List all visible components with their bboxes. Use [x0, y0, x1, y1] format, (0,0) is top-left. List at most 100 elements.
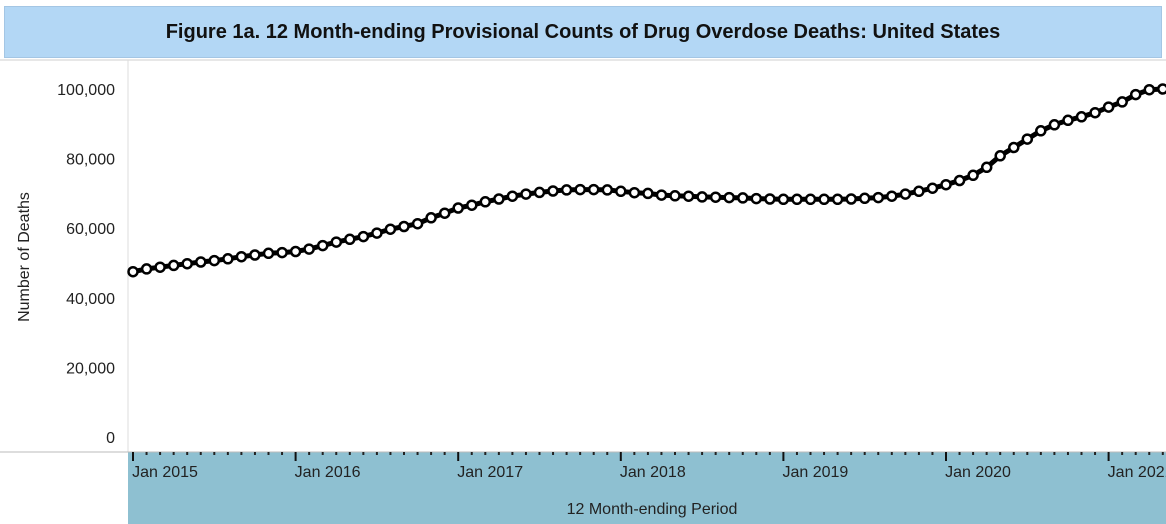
data-point [181, 257, 193, 270]
data-point [953, 174, 966, 187]
chart-background [0, 60, 1166, 452]
data-point [289, 245, 302, 258]
y-tick-label: 20,000 [66, 360, 115, 377]
data-point [276, 246, 288, 259]
y-axis-ticks: 0 20,000 40,000 60,000 80,000 100,000 [57, 82, 115, 447]
data-point [872, 191, 885, 204]
data-point [547, 185, 559, 197]
data-point [425, 212, 437, 224]
data-point [357, 230, 370, 243]
data-point [1062, 114, 1074, 127]
chart-title-bar: Figure 1a. 12 Month-ending Provisional C… [4, 6, 1162, 58]
data-point [1008, 141, 1020, 154]
data-point [994, 150, 1006, 162]
data-point [1143, 83, 1156, 96]
data-point [628, 186, 641, 199]
data-point [777, 193, 790, 206]
data-point [303, 243, 315, 255]
data-point [1116, 96, 1128, 108]
data-point [330, 236, 343, 248]
data-point [940, 178, 952, 191]
y-axis-title: Number of Deaths [16, 192, 33, 322]
data-point [140, 263, 153, 275]
data-point [452, 202, 464, 214]
data-point [262, 247, 275, 260]
data-point [1035, 125, 1047, 137]
y-tick-label: 40,000 [66, 291, 115, 308]
data-point [1129, 88, 1142, 101]
series-points [127, 83, 1166, 278]
x-tick-label: Jan 2020 [945, 464, 1011, 481]
data-point [222, 253, 234, 265]
x-axis-band [128, 452, 1166, 524]
x-tick-label: Jan 2015 [132, 464, 198, 481]
data-point [208, 254, 221, 267]
data-point [886, 190, 898, 202]
data-point [858, 192, 871, 205]
data-point [411, 217, 424, 230]
y-tick-label: 60,000 [66, 221, 115, 238]
data-point [1102, 101, 1115, 113]
data-point [479, 196, 492, 208]
data-point [899, 188, 912, 200]
x-tick-label: Jan 2017 [457, 464, 523, 481]
data-point [709, 191, 722, 203]
x-axis-ticks: Jan 2015 Jan 2016 Jan 2017 Jan 2018 Jan 2019… [132, 452, 1166, 481]
data-point [249, 249, 261, 261]
data-point [818, 193, 830, 206]
data-point [493, 193, 505, 205]
data-point [655, 189, 668, 201]
data-point [154, 261, 166, 273]
data-point [682, 190, 695, 202]
y-tick-label: 0 [106, 430, 115, 447]
data-point [669, 190, 681, 202]
x-axis-minor-ticks [145, 452, 1164, 455]
data-point [1048, 119, 1061, 131]
data-point [127, 265, 139, 278]
data-point [1075, 111, 1088, 123]
data-point [696, 191, 708, 203]
data-point [506, 190, 519, 202]
x-tick-label: Jan 2018 [620, 464, 686, 481]
data-point [980, 161, 993, 174]
data-point [195, 256, 207, 268]
data-point [615, 185, 627, 198]
y-tick-label: 100,000 [57, 82, 115, 99]
data-point [344, 233, 356, 246]
data-point [750, 192, 763, 205]
data-point [642, 187, 654, 200]
data-point [845, 193, 857, 205]
data-point [587, 183, 600, 196]
x-tick-label: Jan 2019 [782, 464, 848, 481]
x-tick-label: Jan 2016 [295, 464, 361, 481]
chart-title: Figure 1a. 12 Month-ending Provisional C… [165, 20, 1001, 43]
data-point [533, 186, 546, 199]
data-point [520, 188, 532, 200]
data-point [737, 192, 749, 204]
data-point [913, 185, 925, 198]
data-point [1157, 83, 1166, 95]
data-point [574, 183, 586, 196]
x-tick-label: Jan 2021 [1108, 464, 1166, 481]
data-point [791, 193, 803, 206]
data-point [398, 220, 410, 233]
y-tick-label: 80,000 [66, 152, 115, 169]
data-point [167, 259, 180, 272]
data-point [371, 227, 383, 239]
data-point [1021, 133, 1034, 145]
data-point [438, 207, 451, 219]
data-point [384, 223, 397, 235]
data-point [1089, 106, 1101, 119]
data-point [601, 184, 614, 196]
data-point [723, 191, 735, 204]
x-axis-title: 12 Month-ending Period [567, 501, 738, 518]
data-point [804, 193, 817, 206]
data-point [764, 193, 776, 205]
data-point [316, 239, 329, 252]
data-point [967, 169, 979, 182]
data-point [926, 182, 939, 194]
data-point [831, 193, 844, 206]
data-point [466, 199, 478, 211]
data-point [235, 250, 248, 263]
